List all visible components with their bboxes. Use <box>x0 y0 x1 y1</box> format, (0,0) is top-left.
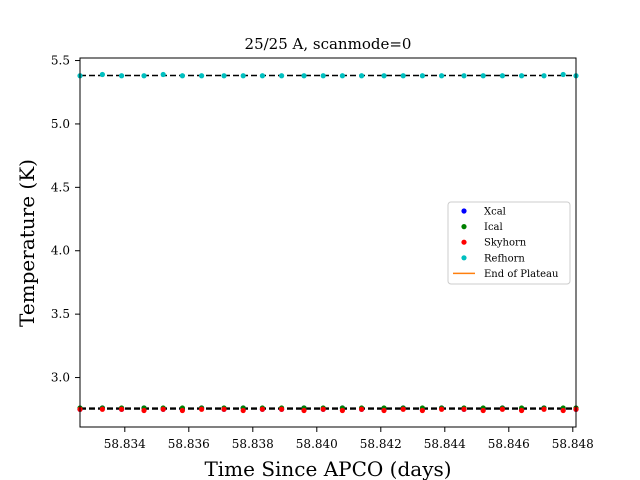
data-point-skyhorn <box>199 406 205 412</box>
x-tick-label: 58.842 <box>360 437 402 451</box>
data-point-skyhorn <box>240 407 246 414</box>
legend-marker-refhorn <box>461 255 467 261</box>
data-point-refhorn <box>439 73 445 79</box>
data-point-refhorn <box>221 73 227 79</box>
data-point-refhorn <box>119 73 125 79</box>
data-point-skyhorn <box>419 407 425 414</box>
y-tick-label: 5.0 <box>51 117 70 131</box>
data-point-skyhorn <box>339 407 345 414</box>
data-point-skyhorn <box>560 407 566 414</box>
x-tick-label: 58.848 <box>552 437 594 451</box>
data-point-refhorn <box>279 73 285 79</box>
data-point-refhorn <box>301 73 307 79</box>
data-point-refhorn <box>560 71 566 78</box>
data-point-refhorn <box>99 71 105 78</box>
y-tick-label: 4.0 <box>51 244 70 258</box>
x-tick-label: 58.836 <box>168 437 210 451</box>
x-tick-label: 58.834 <box>104 437 146 451</box>
data-point-refhorn <box>480 73 486 79</box>
legend-label-ical: Ical <box>484 222 503 233</box>
data-points <box>77 71 579 414</box>
y-tick-label: 3.0 <box>51 371 70 385</box>
data-point-skyhorn <box>519 407 525 414</box>
x-axis-label: Time Since APCO (days) <box>204 457 451 480</box>
data-point-skyhorn <box>480 407 486 414</box>
data-point-skyhorn <box>499 406 505 412</box>
data-point-refhorn <box>141 73 147 79</box>
data-point-skyhorn <box>259 406 265 412</box>
chart-title: 25/25 A, scanmode=0 <box>245 35 412 53</box>
data-point-refhorn <box>259 73 265 79</box>
legend-label-end-of-plateau: End of Plateau <box>484 269 559 280</box>
legend-marker-skyhorn <box>461 239 467 245</box>
data-point-refhorn <box>199 73 205 79</box>
y-axis-label: Temperature (K) <box>15 159 39 327</box>
data-point-skyhorn <box>221 406 227 412</box>
data-point-skyhorn <box>99 406 105 412</box>
legend-label-skyhorn: Skyhorn <box>484 238 527 249</box>
y-axis: 3.0 3.5 4.0 4.5 5.0 5.5 <box>51 54 80 385</box>
y-tick-label: 5.5 <box>51 54 70 68</box>
data-point-skyhorn <box>179 407 185 414</box>
data-point-refhorn <box>320 73 326 79</box>
data-point-refhorn <box>160 71 166 78</box>
data-point-skyhorn <box>381 407 387 414</box>
legend: Xcal Ical Skyhorn Refhorn End of Plateau <box>447 201 571 285</box>
x-tick-label: 58.846 <box>488 437 530 451</box>
data-point-skyhorn <box>301 407 307 414</box>
data-point-skyhorn <box>320 406 326 412</box>
data-point-refhorn <box>381 73 387 79</box>
data-point-refhorn <box>339 73 345 79</box>
data-point-skyhorn <box>439 406 445 412</box>
data-point-refhorn <box>179 73 185 79</box>
data-point-skyhorn <box>279 406 285 412</box>
legend-label-xcal: Xcal <box>484 207 506 218</box>
plot-frame <box>79 57 577 428</box>
data-point-refhorn <box>240 73 246 79</box>
data-point-skyhorn <box>359 406 365 412</box>
data-point-refhorn <box>359 73 365 79</box>
data-point-refhorn <box>519 73 525 79</box>
data-point-skyhorn <box>141 407 147 414</box>
data-point-skyhorn <box>119 406 125 412</box>
legend-marker-xcal <box>461 208 467 214</box>
data-point-skyhorn <box>400 406 406 412</box>
x-tick-label: 58.840 <box>296 437 338 451</box>
data-point-skyhorn <box>461 406 467 412</box>
data-point-refhorn <box>461 73 467 79</box>
data-point-skyhorn <box>541 406 547 412</box>
data-point-refhorn <box>541 73 547 79</box>
data-point-skyhorn <box>160 406 166 412</box>
legend-label-refhorn: Refhorn <box>484 253 525 264</box>
y-tick-label: 3.5 <box>51 307 70 321</box>
x-tick-label: 58.838 <box>232 437 274 451</box>
y-tick-label: 4.5 <box>51 180 70 194</box>
data-point-refhorn <box>400 73 406 79</box>
data-point-refhorn <box>419 73 425 79</box>
data-point-refhorn <box>499 73 505 79</box>
x-axis: 58.834 58.836 58.838 58.840 58.842 58.844 58.8… <box>104 427 594 451</box>
legend-marker-ical <box>461 224 467 230</box>
legend-frame <box>447 201 571 285</box>
x-tick-label: 58.844 <box>424 437 466 451</box>
